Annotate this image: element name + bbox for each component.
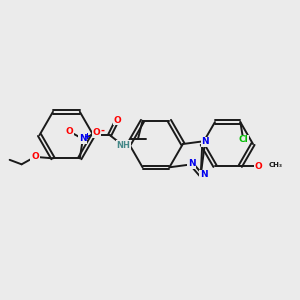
Text: NH: NH [116,141,130,150]
Text: O: O [113,116,121,124]
Text: N: N [79,134,87,143]
Text: Cl: Cl [238,136,248,145]
Text: O: O [31,152,39,161]
Text: -: - [101,126,105,136]
Text: O: O [254,161,262,170]
Text: N: N [188,159,196,168]
Text: N: N [200,170,208,179]
Text: O: O [92,128,100,137]
Text: N: N [201,137,209,146]
Text: +: + [83,132,90,141]
Text: O: O [65,127,73,136]
Text: CH₃: CH₃ [269,162,283,168]
